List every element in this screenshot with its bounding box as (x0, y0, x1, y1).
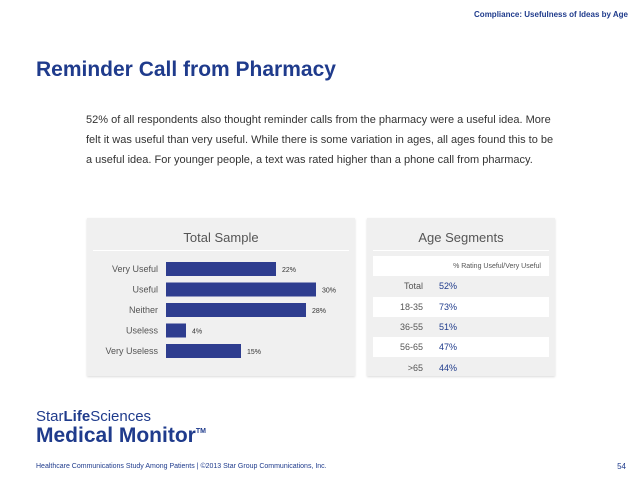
section-tag: Compliance: Usefulness of Ideas by Age (474, 10, 628, 19)
bar (166, 344, 241, 358)
data-label: 28% (312, 308, 326, 315)
bar (166, 323, 186, 338)
row-value: 51% (439, 322, 458, 333)
table-header: % Rating Useful/Very Useful (373, 256, 549, 277)
category-label: Useful (132, 285, 158, 295)
category-label: Very Useful (112, 264, 158, 274)
panel-divider (373, 250, 549, 251)
category-label: Useless (126, 326, 159, 336)
bar (166, 303, 306, 317)
row-value: 44% (439, 362, 458, 373)
table-row: 56-65 47% (373, 337, 549, 358)
data-label: 22% (282, 267, 296, 274)
table-row: 36-55 51% (373, 317, 549, 337)
row-value: 73% (439, 301, 458, 312)
total-sample-bar-chart: Very Useful 22% Useful 30% Neither 28% Useless… (105, 262, 336, 358)
age-segments-panel: Age Segments % Rating Useful/Very Useful… (367, 218, 555, 376)
page-number: 54 (617, 462, 626, 471)
brand-logo-line2: Medical MonitorTM (36, 424, 206, 447)
brand-logo-line1: StarLifeSciences (36, 408, 152, 425)
table-row: 18-35 73% (373, 296, 549, 317)
row-label: 36-55 (399, 322, 423, 333)
table-row: >65 44% (373, 357, 549, 377)
total-sample-title: Total Sample (183, 230, 259, 245)
row-label: 18-35 (399, 301, 423, 312)
row-label: Total (403, 281, 423, 292)
bar (166, 282, 316, 297)
total-sample-panel: Total Sample Very Useful 22% Useful 30% Neit… (87, 218, 355, 376)
panel-divider (93, 250, 349, 251)
row-value: 47% (439, 342, 458, 353)
row-value: 52% (439, 281, 458, 292)
table-row: Total 52% (373, 276, 549, 296)
category-label: Very Useless (105, 346, 158, 356)
data-label: 30% (322, 288, 336, 295)
bar (166, 262, 276, 276)
data-label: 4% (192, 329, 202, 336)
footer-text: Healthcare Communications Study Among Pa… (36, 463, 327, 470)
age-segments-table: % Rating Useful/Very Useful Total 52% 18… (373, 256, 549, 378)
body-paragraph: 52% of all respondents also thought remi… (86, 114, 554, 166)
row-label: 56-65 (399, 342, 423, 353)
row-label: >65 (407, 362, 423, 373)
age-segments-title: Age Segments (418, 230, 504, 245)
category-label: Neither (129, 305, 158, 315)
data-label: 15% (247, 349, 261, 356)
page-title: Reminder Call from Pharmacy (36, 58, 336, 81)
